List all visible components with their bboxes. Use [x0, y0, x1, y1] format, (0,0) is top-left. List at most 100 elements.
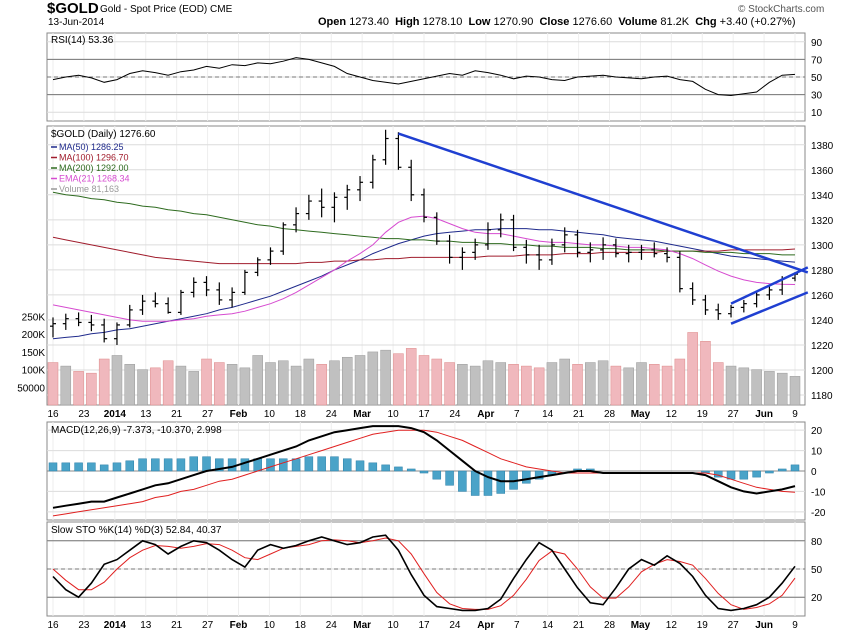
bottom-x-label: 27: [202, 620, 214, 631]
volume-tick-label: 50000: [17, 383, 45, 394]
macd-histogram-bar: [406, 468, 416, 472]
macd-histogram-bar: [496, 470, 506, 494]
price-x-label: 7: [514, 409, 520, 420]
volume-bar: [661, 365, 673, 406]
macd-title: MACD(12,26,9) -7.373, -10.370, 2.998: [51, 425, 222, 436]
macd-histogram-bar: [87, 462, 96, 472]
price-tick-label: 1360: [811, 166, 834, 177]
bottom-x-label: 7: [514, 620, 520, 631]
volume-bar: [610, 365, 622, 406]
chart-description: Gold - Spot Price (EOD) CME: [100, 4, 232, 15]
price-x-label: Mar: [353, 409, 371, 420]
instrument-name: Gold - Spot Price (EOD): [100, 4, 208, 15]
bottom-x-label: 18: [295, 620, 307, 631]
chg-label: Chg: [695, 16, 717, 28]
trendline-channel-lower: [730, 291, 809, 325]
bottom-x-label: Jun: [755, 620, 773, 631]
bottom-x-label: 27: [728, 620, 740, 631]
macd-histogram-bar: [445, 470, 454, 486]
volume-bar: [521, 365, 532, 406]
volume-bar: [329, 360, 340, 406]
price-x-label: 17: [418, 409, 430, 420]
macd-histogram-bar: [291, 458, 301, 472]
high-value: 1278.10: [422, 16, 463, 28]
volume-bar: [188, 371, 199, 406]
sto-d-line: [52, 537, 796, 610]
low-value: 1270.90: [493, 16, 534, 28]
ma-line-ma50: [52, 228, 796, 340]
bottom-x-label: 16: [47, 620, 59, 631]
volume-bar: [495, 362, 507, 406]
macd-histogram-bar: [534, 470, 544, 480]
sto-tick-label: 50: [811, 565, 823, 576]
macd-histogram-bar: [279, 458, 288, 472]
rsi-tick-label: 70: [811, 55, 823, 66]
volume-tick-label: 150K: [22, 348, 46, 359]
volume-bar: [47, 362, 59, 406]
volume-bar: [124, 364, 136, 406]
volume-bar: [789, 376, 801, 406]
rsi-tick-label: 50: [811, 73, 823, 84]
volume-bar: [226, 364, 238, 406]
macd-histogram-bar: [240, 458, 250, 472]
bottom-x-label: 9: [792, 620, 798, 631]
price-tick-label: 1200: [811, 366, 834, 377]
price-x-label: 13: [140, 409, 152, 420]
macd-histogram-bar: [125, 460, 135, 472]
rsi-tick-label: 10: [811, 108, 823, 119]
price-tick-label: 1320: [811, 216, 834, 227]
macd-histogram-bar: [522, 470, 531, 484]
rsi-line: [52, 57, 796, 97]
price-x-label: 24: [449, 409, 461, 420]
price-x-label: 28: [604, 409, 616, 420]
volume-bar: [316, 364, 327, 406]
price-x-label: 10: [388, 409, 400, 420]
volume-bar: [585, 362, 596, 406]
macd-histogram-bar: [99, 464, 109, 472]
rsi-tick-label: 30: [811, 91, 823, 102]
legend-entry: MA(100) 1296.70: [59, 153, 129, 163]
volume-bar: [776, 372, 788, 406]
macd-histogram-bar: [330, 456, 339, 472]
volume-bar: [393, 353, 404, 406]
price-x-label: 12: [666, 409, 678, 420]
bottom-x-label: 24: [326, 620, 338, 631]
macd-histogram-bar: [483, 470, 493, 496]
bottom-x-label: 14: [542, 620, 554, 631]
price-x-label: 21: [573, 409, 585, 420]
volume-bar: [751, 369, 762, 406]
volume-bar: [572, 364, 583, 406]
macd-histogram-bar: [394, 466, 403, 472]
bottom-x-label: 21: [171, 620, 183, 631]
price-x-label: 14: [542, 409, 554, 420]
price-x-label: 10: [264, 409, 276, 420]
volume-bar: [559, 358, 570, 406]
chg-value: +3.40 (+0.27%): [719, 16, 796, 28]
price-x-label: 9: [792, 409, 798, 420]
macd-histogram-bar: [176, 458, 186, 472]
price-tick-label: 1300: [811, 241, 834, 252]
volume-bar: [380, 349, 391, 406]
volume-bar: [546, 362, 558, 406]
volume-bar: [252, 355, 263, 406]
price-x-label: 18: [295, 409, 307, 420]
volume-bar: [738, 367, 750, 406]
macd-tick-label: 10: [811, 447, 823, 458]
macd-histogram-bar: [202, 456, 211, 472]
volume-bar: [482, 360, 494, 406]
bottom-x-label: 10: [388, 620, 400, 631]
price-tick-label: 1340: [811, 191, 834, 202]
sto-k-line: [52, 534, 796, 612]
macd-histogram-bar: [790, 464, 800, 472]
macd-histogram-bar: [266, 458, 275, 472]
macd-histogram-bar: [381, 464, 390, 472]
volume-bar: [674, 358, 686, 406]
macd-histogram-bar: [138, 458, 147, 472]
price-tick-label: 1180: [811, 391, 833, 402]
macd-histogram-bar: [432, 470, 442, 480]
stockcharts-logo: © StockCharts.com: [738, 4, 825, 15]
sto-tick-label: 80: [811, 537, 823, 548]
volume-bar: [303, 358, 315, 406]
volume-bar: [98, 358, 110, 406]
